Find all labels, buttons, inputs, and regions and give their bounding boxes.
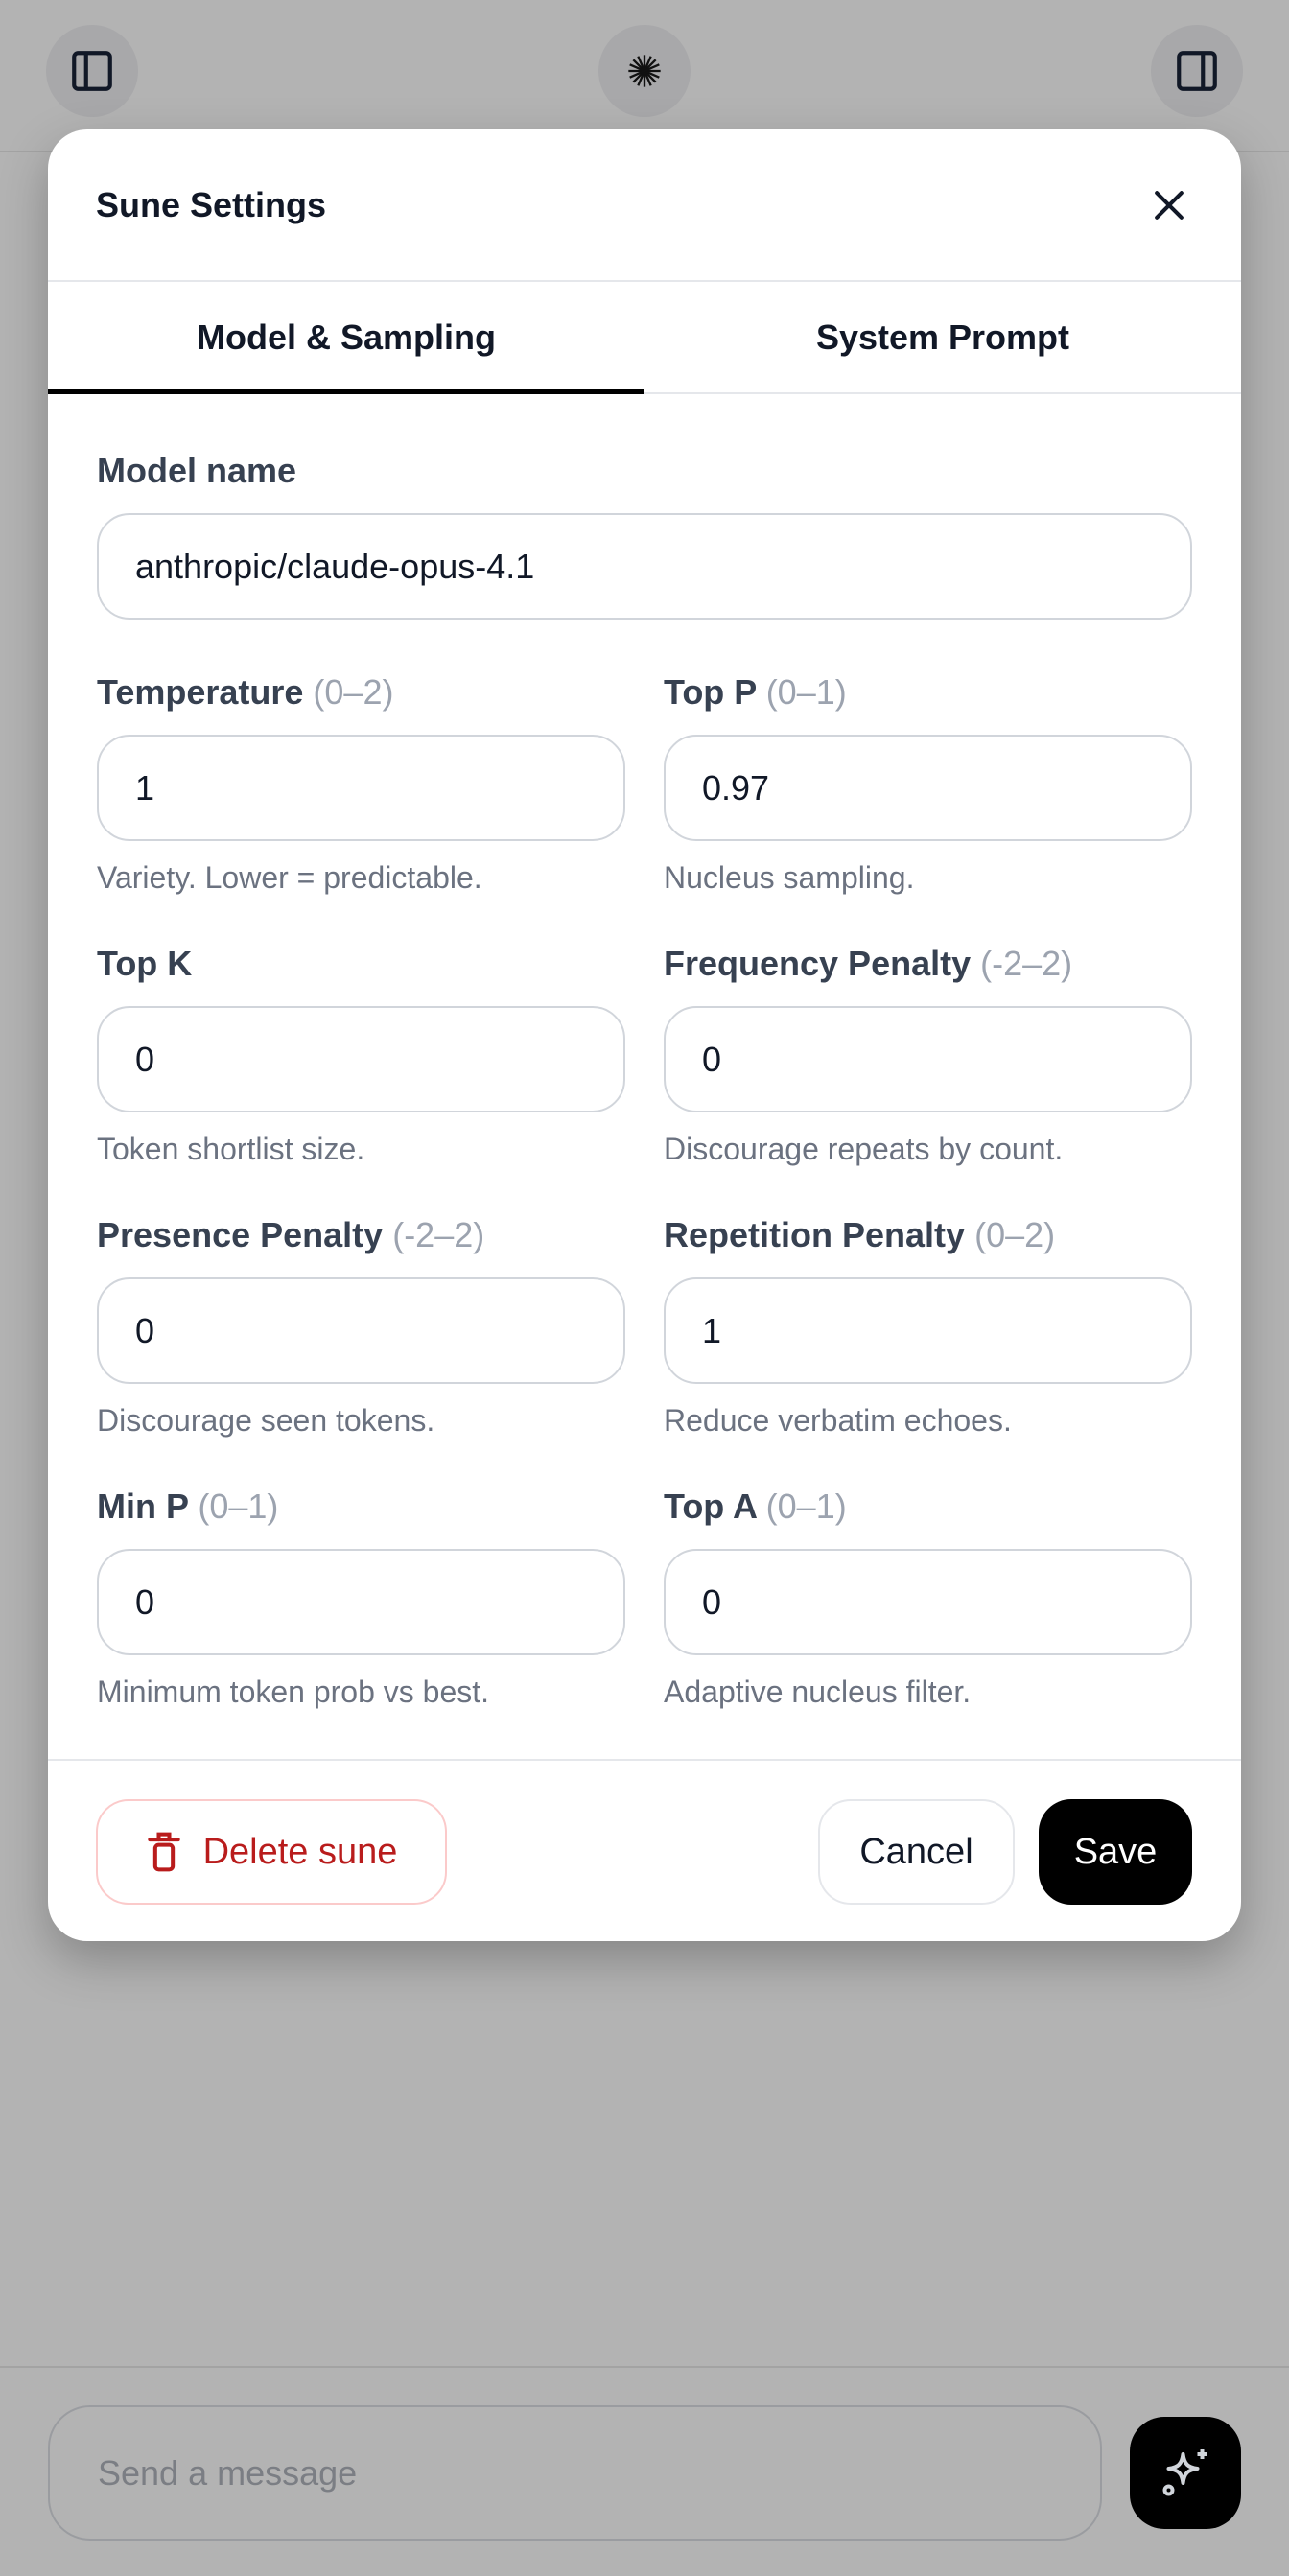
- min-p-label-text: Min P: [97, 1487, 189, 1526]
- dialog-title: Sune Settings: [96, 184, 327, 224]
- field-min-p: Min P (0–1) 0 Minimum token prob vs best…: [97, 1486, 625, 1711]
- top-a-range: (0–1): [765, 1487, 847, 1526]
- cancel-button[interactable]: Cancel: [818, 1799, 1015, 1905]
- temperature-label-text: Temperature: [97, 672, 304, 712]
- top-bar: [0, 0, 1289, 152]
- top-a-label: Top A (0–1): [664, 1486, 1192, 1528]
- message-input[interactable]: Send a message: [48, 2405, 1102, 2541]
- temperature-range: (0–2): [313, 672, 394, 712]
- field-repetition-penalty: Repetition Penalty (0–2) 1 Reduce verbat…: [664, 1214, 1192, 1440]
- repetition-penalty-help: Reduce verbatim echoes.: [664, 1403, 1012, 1438]
- repetition-penalty-label-text: Repetition Penalty: [664, 1215, 966, 1254]
- temperature-label: Temperature (0–2): [97, 671, 625, 714]
- repetition-penalty-input[interactable]: 1: [664, 1277, 1192, 1384]
- top-p-label-text: Top P: [664, 672, 757, 712]
- min-p-help: Minimum token prob vs best.: [97, 1674, 490, 1709]
- top-k-help: Token shortlist size.: [97, 1132, 365, 1166]
- sidebar-right-icon: [1177, 51, 1217, 91]
- field-top-k: Top K 0 Token shortlist size.: [97, 943, 625, 1168]
- save-button[interactable]: Save: [1039, 1799, 1192, 1905]
- top-k-input[interactable]: 0: [97, 1006, 625, 1112]
- dialog-footer: Delete sune Cancel Save: [48, 1759, 1241, 1941]
- presence-penalty-input[interactable]: 0: [97, 1277, 625, 1384]
- min-p-label: Min P (0–1): [97, 1486, 625, 1528]
- trash-icon: [147, 1832, 180, 1872]
- logo-button[interactable]: [598, 25, 691, 117]
- dialog-header: Sune Settings: [48, 129, 1241, 282]
- min-p-input[interactable]: 0: [97, 1549, 625, 1655]
- sparkles-button[interactable]: [1130, 2417, 1241, 2529]
- field-temperature: Temperature (0–2) 1 Variety. Lower = pre…: [97, 671, 625, 897]
- field-top-p: Top P (0–1) 0.97 Nucleus sampling.: [664, 671, 1192, 897]
- composer-bar: Send a message: [0, 2366, 1289, 2576]
- toggle-left-sidebar-button[interactable]: [46, 25, 138, 117]
- min-p-range: (0–1): [198, 1487, 279, 1526]
- field-presence-penalty: Presence Penalty (-2–2) 0 Discourage see…: [97, 1214, 625, 1440]
- tab-model-sampling[interactable]: Model & Sampling: [48, 282, 644, 394]
- frequency-penalty-label: Frequency Penalty (-2–2): [664, 943, 1192, 985]
- frequency-penalty-help: Discourage repeats by count.: [664, 1132, 1064, 1166]
- presence-penalty-range: (-2–2): [392, 1215, 485, 1254]
- close-icon: [1155, 190, 1184, 220]
- close-button[interactable]: [1145, 181, 1193, 229]
- presence-penalty-help: Discourage seen tokens.: [97, 1403, 435, 1438]
- tab-bar: Model & Sampling System Prompt: [48, 282, 1241, 394]
- top-k-label: Top K: [97, 943, 625, 985]
- top-p-label: Top P (0–1): [664, 671, 1192, 714]
- delete-sune-label: Delete sune: [202, 1831, 398, 1872]
- temperature-input[interactable]: 1: [97, 735, 625, 841]
- frequency-penalty-range: (-2–2): [980, 944, 1073, 983]
- top-p-help: Nucleus sampling.: [664, 860, 915, 895]
- starburst-logo-icon: [628, 55, 661, 87]
- temperature-help: Variety. Lower = predictable.: [97, 860, 482, 895]
- top-k-label-text: Top K: [97, 944, 193, 983]
- tab-system-prompt[interactable]: System Prompt: [815, 316, 1070, 357]
- model-name-label: Model name: [97, 451, 297, 490]
- field-frequency-penalty: Frequency Penalty (-2–2) 0 Discourage re…: [664, 943, 1192, 1168]
- frequency-penalty-input[interactable]: 0: [664, 1006, 1192, 1112]
- presence-penalty-label: Presence Penalty (-2–2): [97, 1214, 625, 1256]
- sparkles-icon: [1162, 2448, 1207, 2495]
- repetition-penalty-label: Repetition Penalty (0–2): [664, 1214, 1192, 1256]
- model-name-input[interactable]: anthropic/claude-opus-4.1: [97, 513, 1192, 620]
- top-p-range: (0–1): [765, 672, 847, 712]
- top-a-label-text: Top A: [664, 1487, 757, 1526]
- top-a-help: Adaptive nucleus filter.: [664, 1674, 972, 1709]
- field-top-a: Top A (0–1) 0 Adaptive nucleus filter.: [664, 1486, 1192, 1711]
- top-p-input[interactable]: 0.97: [664, 735, 1192, 841]
- sune-settings-dialog: Sune Settings Model & Sampling System Pr…: [48, 129, 1241, 1941]
- presence-penalty-label-text: Presence Penalty: [97, 1215, 384, 1254]
- frequency-penalty-label-text: Frequency Penalty: [664, 944, 972, 983]
- delete-sune-button[interactable]: Delete sune: [96, 1799, 447, 1905]
- sidebar-left-icon: [72, 51, 112, 91]
- repetition-penalty-range: (0–2): [974, 1215, 1056, 1254]
- toggle-right-sidebar-button[interactable]: [1151, 25, 1243, 117]
- top-a-input[interactable]: 0: [664, 1549, 1192, 1655]
